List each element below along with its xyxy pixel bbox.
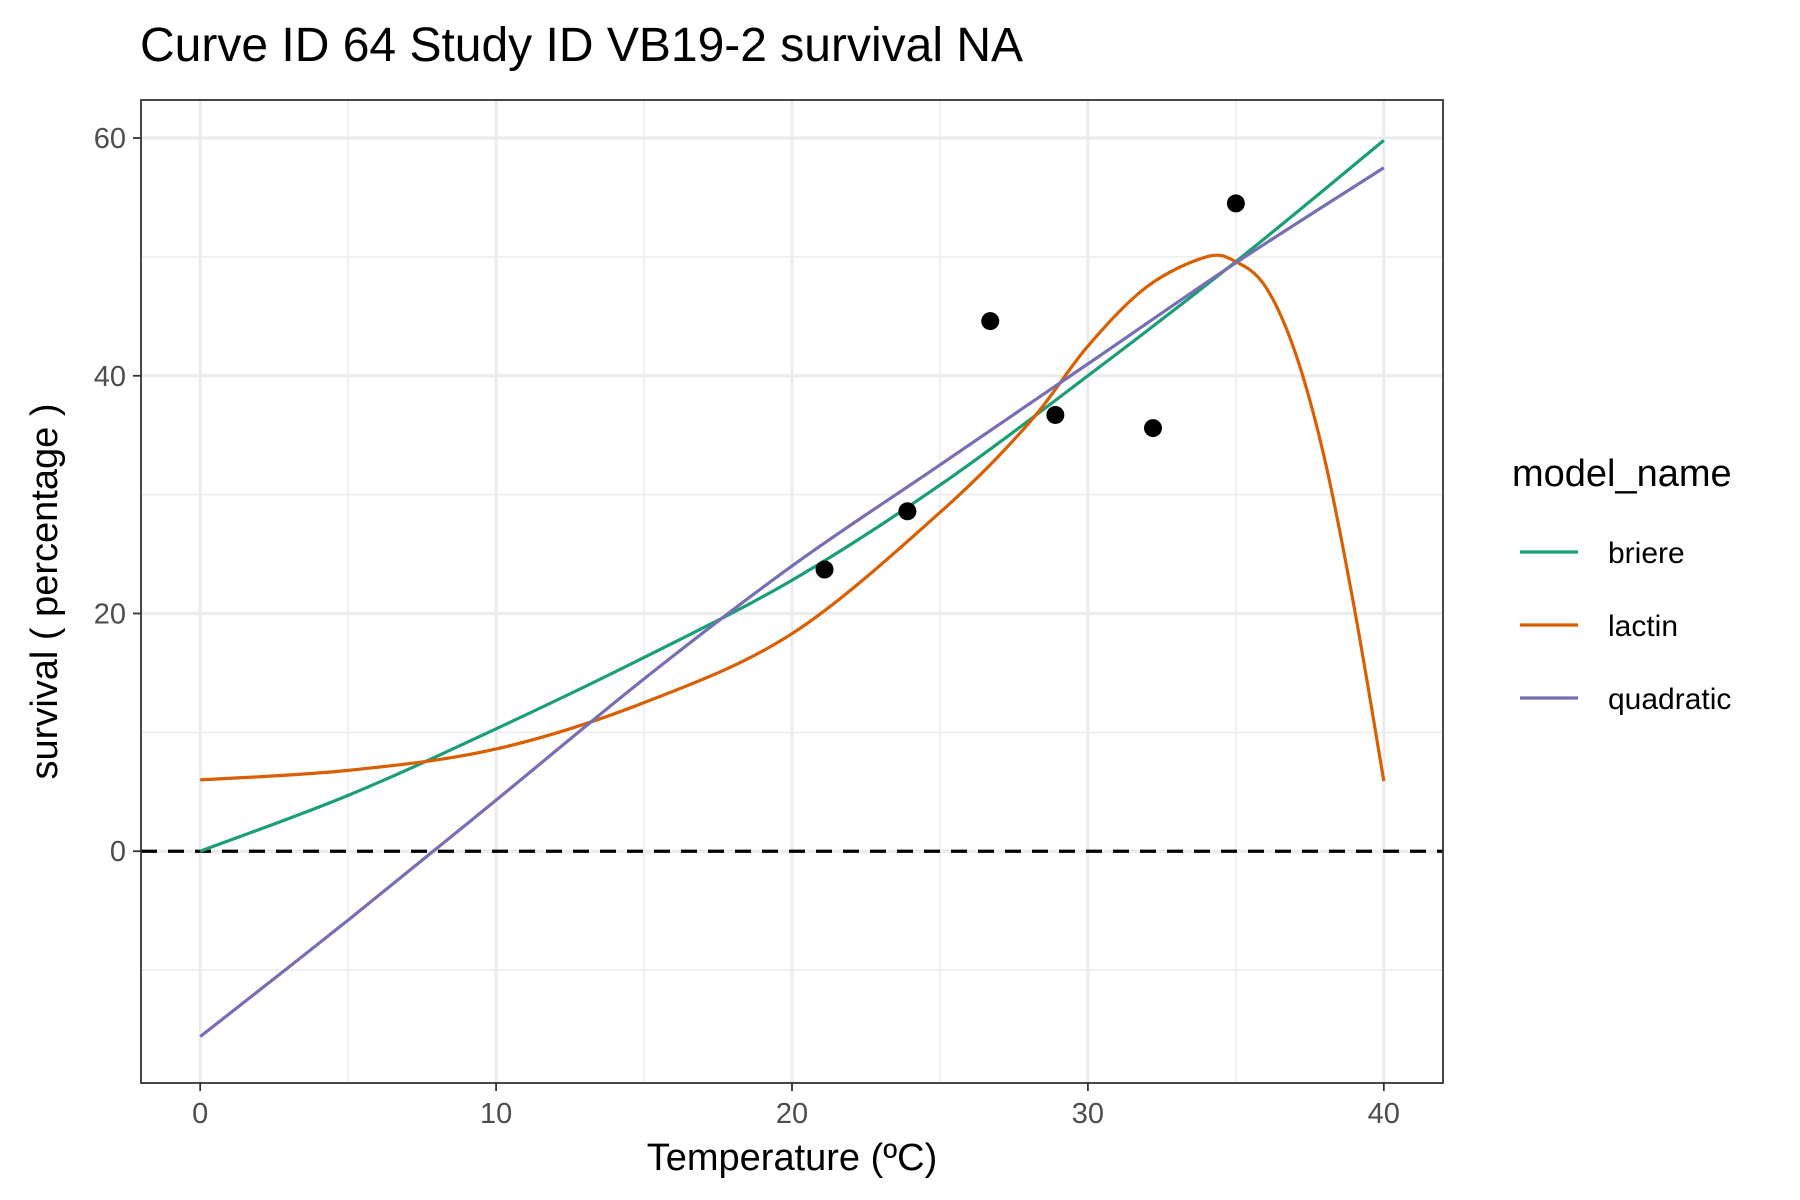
legend-label-briere: briere	[1608, 537, 1685, 570]
observation-point	[1226, 194, 1245, 213]
legend-items: briere lactin quadratic	[1520, 537, 1731, 716]
x-tick-label: 20	[776, 1098, 808, 1130]
observation-point	[815, 560, 834, 579]
series-lines	[199, 139, 1386, 1038]
x-axis-title: Temperature (ºC)	[647, 1137, 938, 1179]
x-tick-label: 10	[480, 1098, 512, 1130]
chart-title: Curve ID 64 Study ID VB19-2 survival NA	[140, 19, 1024, 72]
observation-point	[898, 502, 917, 521]
series-line-briere	[199, 139, 1385, 853]
x-tick-label: 30	[1072, 1098, 1104, 1130]
legend-label-lactin: lactin	[1608, 610, 1678, 643]
x-tick-label: 0	[192, 1098, 208, 1130]
x-tick-label: 40	[1368, 1098, 1400, 1130]
y-axis-title: survival ( percentage )	[24, 404, 66, 780]
observation-point	[1046, 405, 1065, 424]
observation-points	[815, 194, 1245, 579]
legend: model_name briere lactin quadratic	[1512, 453, 1732, 716]
legend-label-quadratic: quadratic	[1608, 683, 1731, 716]
series-line-lactin	[200, 253, 1386, 782]
observation-point	[981, 312, 1000, 331]
legend-title: model_name	[1512, 453, 1732, 495]
x-axis-ticks: 0 10 20 30 40	[192, 1083, 1400, 1130]
observation-point	[1144, 419, 1163, 438]
y-tick-label: 60	[94, 123, 126, 155]
y-tick-label: 40	[94, 361, 126, 393]
y-axis-ticks: 0 20 40 60	[94, 123, 141, 868]
y-tick-label: 0	[110, 836, 126, 868]
y-tick-label: 20	[94, 598, 126, 630]
major-gridlines	[141, 100, 1443, 1083]
series-line-quadratic	[199, 166, 1385, 1038]
